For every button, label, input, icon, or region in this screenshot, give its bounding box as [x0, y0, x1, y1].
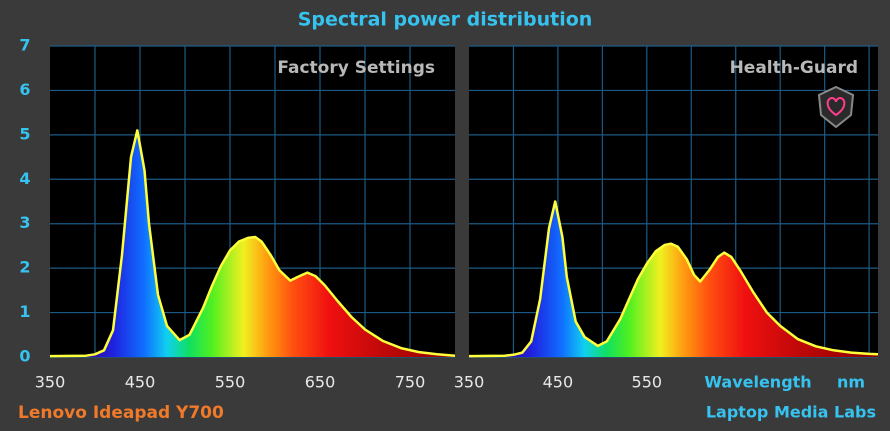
x-tick-label: 650	[305, 373, 336, 392]
y-tick-label: 1	[19, 302, 30, 321]
x-tick-label: 450	[125, 373, 156, 392]
x-tick-label: 450	[543, 373, 574, 392]
spectrum-line	[468, 200, 879, 358]
spectrum-area	[469, 201, 878, 357]
chart-title: Spectral power distribution	[298, 9, 593, 31]
y-tick-label: 2	[19, 258, 30, 277]
x-axis-unit: nm	[837, 373, 865, 392]
y-tick-label: 5	[19, 124, 30, 143]
footer-right: Laptop Media Labs	[706, 403, 876, 422]
y-tick-label: 0	[19, 347, 30, 366]
footer-left: Lenovo Ideapad Y700	[18, 403, 224, 423]
x-tick-label: 350	[35, 373, 66, 392]
y-tick-label: 6	[19, 80, 30, 99]
y-tick-label: 7	[19, 36, 30, 55]
spectrum-line	[49, 129, 456, 358]
x-tick-label: 550	[215, 373, 246, 392]
x-tick-label: 750	[395, 373, 426, 392]
annotation: Factory Settings	[277, 58, 435, 78]
x-tick-label: 350	[454, 373, 485, 392]
x-axis-label: Wavelength	[704, 373, 811, 392]
y-tick-label: 3	[19, 213, 30, 232]
x-tick-label: 550	[632, 373, 663, 392]
annotation: Health-Guard	[730, 58, 858, 78]
y-tick-label: 4	[19, 169, 30, 188]
shield-shape	[817, 85, 855, 129]
heart	[826, 96, 846, 117]
shield-icon	[817, 85, 855, 129]
spectrum-area	[50, 130, 455, 357]
